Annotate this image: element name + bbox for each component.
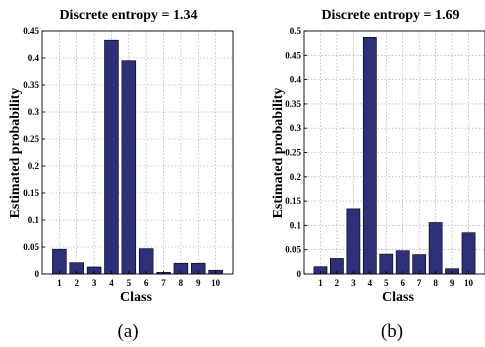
chart-b-xtick-label: 10: [464, 278, 474, 288]
chart-a-ytick-label: 0.05: [23, 242, 39, 252]
chart-a-xtick-label: 1: [57, 278, 62, 288]
chart-a-caption: (a): [117, 321, 138, 342]
chart-b-ytick-label: 0.45: [285, 50, 301, 60]
chart-a-ytick-label: 0.15: [23, 188, 39, 198]
chart-b-xtick-label: 8: [433, 278, 438, 288]
chart-b-ytick-label: 0.4: [290, 75, 302, 85]
chart-a-xtick-label: 5: [127, 278, 132, 288]
chart-b-ytick-label: 0.05: [285, 245, 301, 255]
chart-a-ytick-label: 0.25: [23, 134, 39, 144]
chart-b-xtick-label: 7: [417, 278, 422, 288]
chart-a-bar-1: [52, 248, 67, 275]
chart-a-bar-4: [104, 39, 119, 275]
chart-a-xtick-label: 2: [74, 278, 79, 288]
chart-a-xtick-label: 3: [92, 278, 97, 288]
chart-b-ytick-label: 0.2: [290, 172, 302, 182]
chart-b-bar-4: [362, 37, 377, 275]
chart-a-xtick-label: 6: [144, 278, 149, 288]
chart-a-xtick-label: 10: [211, 278, 221, 288]
chart-b-xtick-label: 9: [450, 278, 455, 288]
chart-b-bar-8: [428, 222, 443, 275]
chart-a-bar-5: [121, 60, 137, 275]
chart-a: Discrete entropy = 1.34 Estimated probab…: [8, 8, 234, 342]
chart-a-xtick-label: 9: [196, 278, 201, 288]
chart-a-xtick-label: 4: [109, 278, 114, 288]
chart-a-ylabel: Estimated probability: [8, 88, 23, 219]
chart-b-axes-frame: [303, 30, 485, 275]
chart-a-xtick-label: 8: [179, 278, 184, 288]
chart-b-ytick-label: 0.15: [285, 196, 301, 206]
chart-a-axes-frame: [41, 30, 234, 275]
chart-a-ytick-label: 0.2: [28, 161, 40, 171]
chart-a-ytick-label: 0.35: [23, 80, 39, 90]
chart-b-xtick-label: 3: [351, 278, 356, 288]
chart-b-bar-6: [395, 250, 410, 275]
chart-a-ytick-label: 0: [35, 269, 40, 279]
chart-b-ytick-label: 0.35: [285, 99, 301, 109]
chart-b-ytick-label: 0.25: [285, 148, 301, 158]
chart-b-xtick-label: 2: [335, 278, 340, 288]
chart-a-ytick-label: 0.45: [23, 26, 39, 36]
chart-b-ytick-label: 0.3: [290, 123, 302, 133]
chart-a-xlabel: Class: [120, 290, 152, 305]
chart-b-xtick-label: 6: [400, 278, 405, 288]
chart-b-title: Discrete entropy = 1.69: [321, 8, 459, 23]
chart-a-ytick-label: 0.4: [28, 53, 40, 63]
chart-b-xlabel: Class: [382, 290, 414, 305]
chart-a-bar-6: [138, 248, 154, 275]
chart-b-caption: (b): [381, 321, 403, 342]
chart-b-ytick-label: 0.1: [290, 220, 302, 230]
chart-b-bar-10: [461, 232, 476, 275]
chart-b-xtick-label: 5: [384, 278, 389, 288]
chart-b: Discrete entropy = 1.69 Estimated probab…: [271, 8, 485, 342]
chart-b-ylabel: Estimated probability: [271, 88, 286, 219]
chart-a-title: Discrete entropy = 1.34: [59, 8, 197, 23]
chart-a-xtick-label: 7: [161, 278, 166, 288]
chart-a-ytick-label: 0.3: [28, 107, 40, 117]
chart-b-ytick-label: 0.5: [290, 26, 302, 36]
chart-a-ytick-label: 0.1: [28, 215, 40, 225]
chart-b-xtick-label: 4: [368, 278, 373, 288]
chart-b-bar-3: [346, 208, 361, 275]
chart-b-xtick-label: 1: [318, 278, 323, 288]
chart-b-ytick-label: 0: [297, 269, 302, 279]
